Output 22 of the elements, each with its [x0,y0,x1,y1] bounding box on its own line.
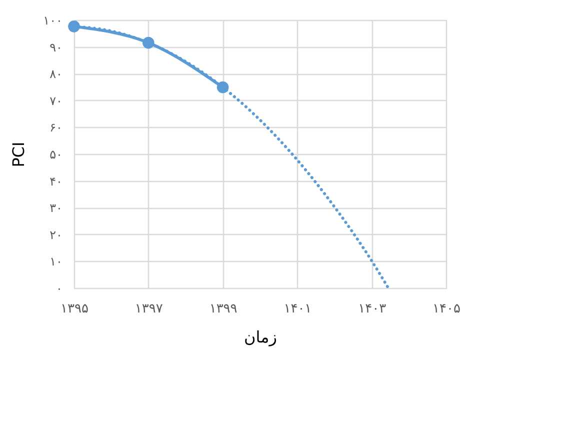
x-tick-label: ۱۴۰۵ [432,302,460,316]
y-tick-label: ۵۰ [50,148,62,162]
x-tick-label: ۱۳۹۵ [60,302,88,316]
point [68,20,80,32]
y-tick-label: ۱۰۰ [43,14,62,28]
x-tick-label: ۱۴۰۱ [284,302,312,316]
x-tick-label: ۱۳۹۹ [209,302,238,316]
x-tick-label: ۱۳۹۷ [134,302,163,316]
y-tick-label: ۸۰ [50,67,62,82]
point [142,36,154,49]
y-axis-title: PCI [9,142,28,168]
x-axis-title: زمان [244,328,277,346]
y-tick-label: ۳۰ [50,201,62,216]
y-tick-label: ۴۰ [50,174,62,188]
y-tick-label: ۰ [56,282,62,296]
y-tick-label: ۷۰ [50,94,62,108]
point [216,81,229,94]
x-tick-label: ۱۴۰۳ [358,302,386,316]
y-tick-label: ۱۰ [50,254,62,269]
y-tick-label: ۶۰ [50,120,62,135]
y-tick-label: ۹۰ [50,40,62,54]
y-tick-label: ۲۰ [50,228,62,242]
